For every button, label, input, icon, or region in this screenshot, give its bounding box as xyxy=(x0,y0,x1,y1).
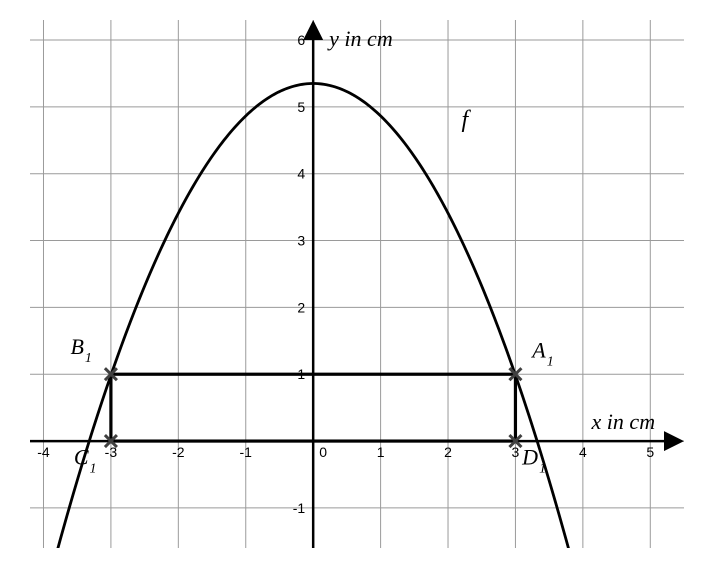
svg-text:4: 4 xyxy=(297,166,305,182)
point-label-A1: A1 xyxy=(530,338,553,370)
curve-label: f xyxy=(462,107,472,133)
svg-text:2: 2 xyxy=(297,299,305,315)
svg-text:1: 1 xyxy=(377,444,385,460)
svg-text:6: 6 xyxy=(297,32,305,48)
svg-text:5: 5 xyxy=(646,444,654,460)
svg-text:-1: -1 xyxy=(240,444,253,460)
tick-labels: -4-3-2-112345-11234560 xyxy=(37,32,654,516)
svg-text:2: 2 xyxy=(444,444,452,460)
x-axis-label: x in cm xyxy=(591,409,656,434)
svg-text:3: 3 xyxy=(297,233,305,249)
svg-text:4: 4 xyxy=(579,444,587,460)
svg-text:3: 3 xyxy=(512,444,520,460)
point-label-B1: B1 xyxy=(70,334,91,366)
point-label-C1: C1 xyxy=(74,444,97,476)
svg-text:-1: -1 xyxy=(293,500,306,516)
parabola-chart: -4-3-2-112345-11234560x in cmy in cmfA1B… xyxy=(0,0,714,568)
svg-text:-4: -4 xyxy=(37,444,50,460)
svg-text:5: 5 xyxy=(297,99,305,115)
y-axis-label: y in cm xyxy=(327,26,393,51)
svg-text:0: 0 xyxy=(319,444,327,460)
curve-f xyxy=(30,83,684,568)
point-label-D1: D1 xyxy=(521,444,546,476)
grid xyxy=(30,20,684,548)
svg-text:-2: -2 xyxy=(172,444,185,460)
